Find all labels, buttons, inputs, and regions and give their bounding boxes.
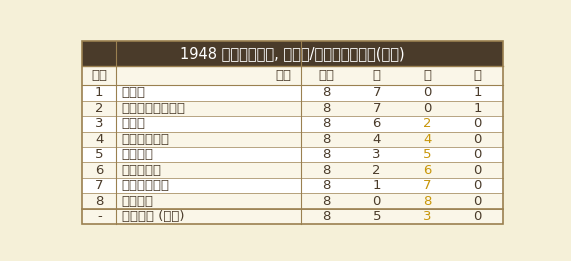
Text: 8: 8 <box>322 210 331 223</box>
Text: カナダ: カナダ <box>122 86 146 99</box>
Text: 1: 1 <box>473 102 482 115</box>
Text: 5: 5 <box>372 210 381 223</box>
Bar <box>82 193 503 209</box>
Text: 0: 0 <box>473 195 482 207</box>
Text: 8: 8 <box>322 148 331 161</box>
Text: 0: 0 <box>423 86 431 99</box>
Text: 4: 4 <box>95 133 103 146</box>
Text: 0: 0 <box>473 133 482 146</box>
Text: 8: 8 <box>95 195 103 207</box>
Text: 8: 8 <box>322 86 331 99</box>
Text: 順位: 順位 <box>91 69 107 82</box>
Text: 7: 7 <box>423 179 432 192</box>
Text: 5: 5 <box>95 148 103 161</box>
Text: 7: 7 <box>372 86 381 99</box>
Text: 8: 8 <box>322 117 331 130</box>
Text: スイス: スイス <box>122 117 146 130</box>
Text: 5: 5 <box>423 148 432 161</box>
Text: 1: 1 <box>372 179 381 192</box>
Text: 0: 0 <box>473 148 482 161</box>
Bar <box>82 178 503 193</box>
Text: 試合: 試合 <box>318 69 334 82</box>
Text: ポーランド: ポーランド <box>122 164 162 177</box>
Text: 1: 1 <box>473 86 482 99</box>
Bar <box>82 66 503 85</box>
Text: チェコスロバキア: チェコスロバキア <box>122 102 186 115</box>
Text: 0: 0 <box>473 210 482 223</box>
Text: 8: 8 <box>423 195 431 207</box>
Text: 6: 6 <box>423 164 431 177</box>
Text: 4: 4 <box>372 133 381 146</box>
Text: 3: 3 <box>423 210 432 223</box>
Text: 1: 1 <box>95 86 103 99</box>
Text: イギリス: イギリス <box>122 148 154 161</box>
Text: 勝: 勝 <box>373 69 381 82</box>
Text: 8: 8 <box>322 179 331 192</box>
Text: 2: 2 <box>372 164 381 177</box>
Bar <box>82 101 503 116</box>
Text: 8: 8 <box>322 102 331 115</box>
Text: 6: 6 <box>372 117 381 130</box>
Text: 4: 4 <box>423 133 431 146</box>
Text: アメリカ (失格): アメリカ (失格) <box>122 210 184 223</box>
Text: オーストリア: オーストリア <box>122 179 170 192</box>
Text: イタリア: イタリア <box>122 195 154 207</box>
Text: 0: 0 <box>473 179 482 192</box>
Bar <box>82 116 503 132</box>
Bar <box>82 85 503 101</box>
Text: 分: 分 <box>423 69 431 82</box>
Text: 6: 6 <box>95 164 103 177</box>
Text: スウェーデン: スウェーデン <box>122 133 170 146</box>
Text: 敗: 敗 <box>473 69 481 82</box>
Bar <box>82 132 503 147</box>
Text: 7: 7 <box>372 102 381 115</box>
Text: 3: 3 <box>372 148 381 161</box>
Bar <box>82 41 503 66</box>
Bar <box>82 209 503 224</box>
Text: 0: 0 <box>473 164 482 177</box>
Bar <box>82 163 503 178</box>
Text: 7: 7 <box>95 179 103 192</box>
Text: 8: 8 <box>322 195 331 207</box>
Text: 0: 0 <box>372 195 381 207</box>
Text: 0: 0 <box>423 102 431 115</box>
Text: 8: 8 <box>322 164 331 177</box>
Text: 2: 2 <box>95 102 103 115</box>
Text: -: - <box>97 210 102 223</box>
Text: 8: 8 <box>322 133 331 146</box>
Text: 0: 0 <box>473 117 482 130</box>
Text: 3: 3 <box>95 117 103 130</box>
Bar <box>82 147 503 163</box>
Text: 1948 サンモリッツ, スイス/アイスホッケー(男子): 1948 サンモリッツ, スイス/アイスホッケー(男子) <box>180 46 405 61</box>
Text: 2: 2 <box>423 117 432 130</box>
Text: 国名: 国名 <box>276 69 292 82</box>
